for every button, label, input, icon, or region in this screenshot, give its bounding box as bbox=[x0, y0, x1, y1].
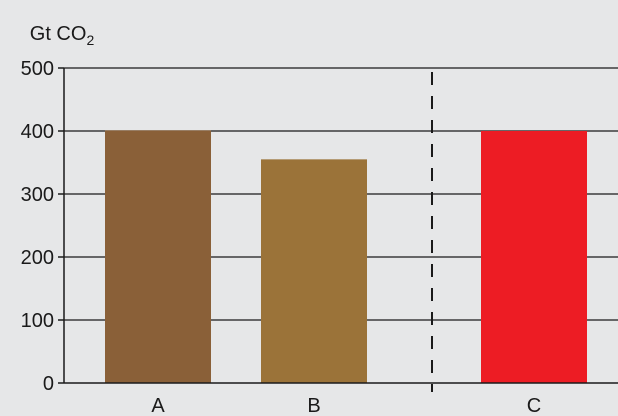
x-category-labels: A B C bbox=[151, 395, 541, 416]
y-tick-labels: 0 100 200 300 400 500 bbox=[21, 58, 54, 395]
bar-C bbox=[481, 131, 587, 383]
y-axis-unit-subscript: 2 bbox=[86, 32, 94, 48]
y-tick-label-300: 300 bbox=[21, 184, 54, 206]
x-category-label-B: B bbox=[307, 395, 320, 416]
bars bbox=[105, 130, 587, 383]
y-tick-label-500: 500 bbox=[21, 58, 54, 80]
bar-A bbox=[105, 130, 211, 383]
y-tick-label-0: 0 bbox=[43, 373, 54, 395]
y-tick-label-100: 100 bbox=[21, 310, 54, 332]
axes bbox=[58, 67, 618, 384]
y-axis-unit-text: Gt CO bbox=[30, 23, 87, 45]
y-axis-unit-label: Gt CO2 bbox=[30, 23, 95, 48]
y-tick-label-200: 200 bbox=[21, 247, 54, 269]
x-category-label-A: A bbox=[151, 395, 165, 416]
y-tick-label-400: 400 bbox=[21, 121, 54, 143]
x-category-label-C: C bbox=[527, 395, 541, 416]
bar-B bbox=[261, 159, 367, 383]
